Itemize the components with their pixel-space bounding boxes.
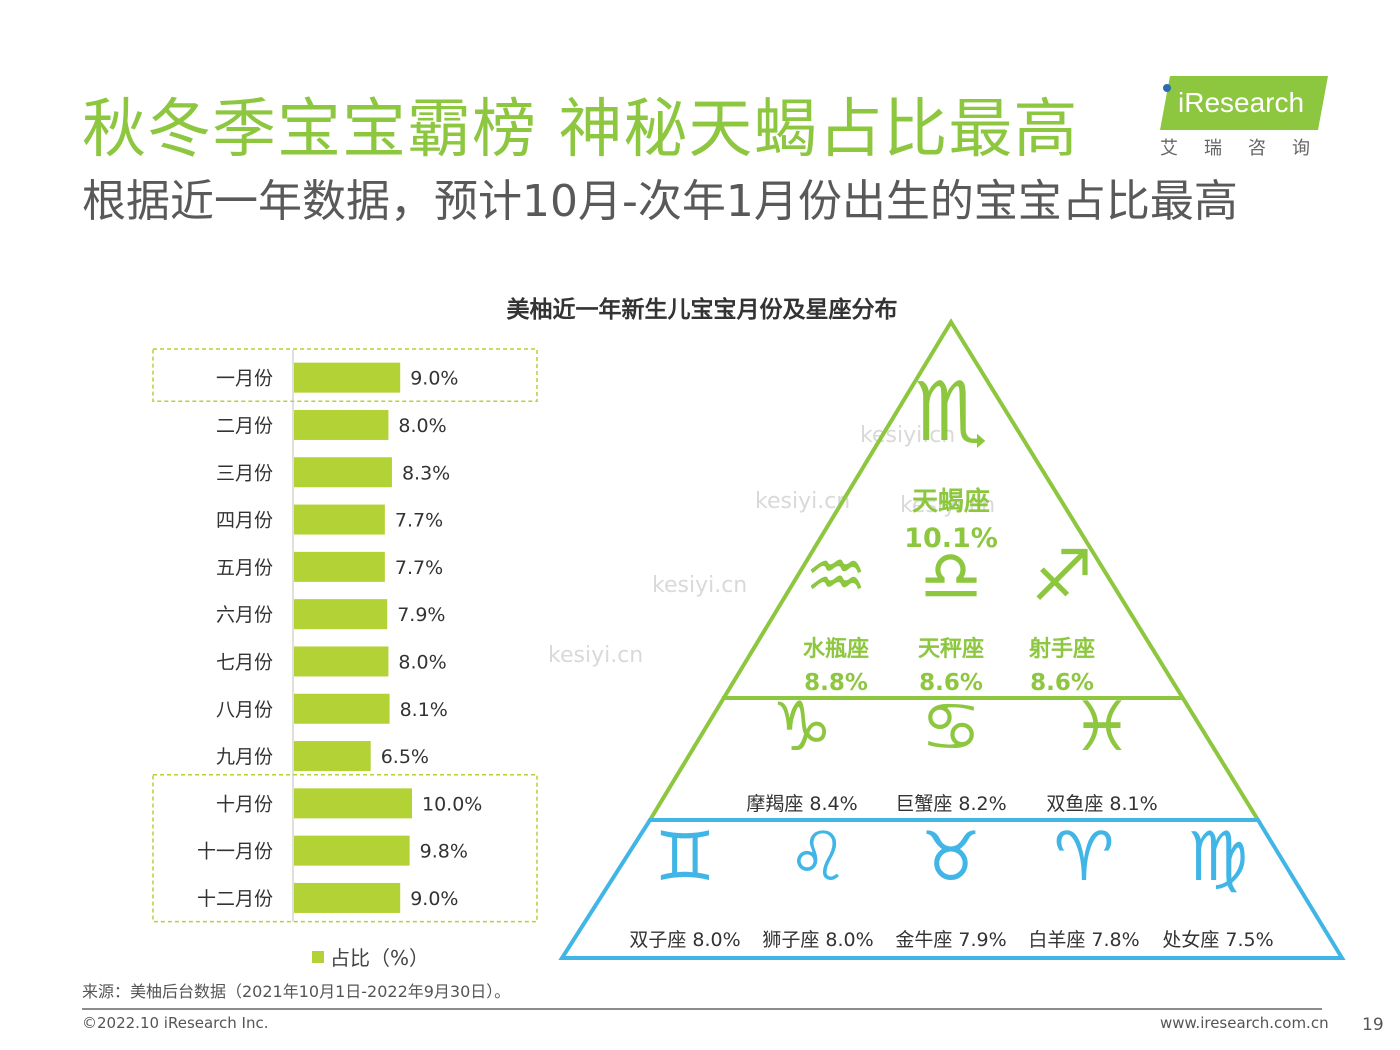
month-tick-label: 九月份 <box>216 746 273 768</box>
cancer-icon: ♋ <box>921 688 982 767</box>
zodiac-label: 双子座 8.0% <box>629 929 740 951</box>
zodiac-label: 金牛座 7.9% <box>895 929 1006 951</box>
logo-brand: iResearch <box>1178 87 1304 118</box>
zodiac-label: 巨蟹座 8.2% <box>895 793 1006 815</box>
month-value-label: 10.0% <box>422 793 482 815</box>
month-bar <box>294 551 385 582</box>
month-bar <box>294 693 390 724</box>
month-tick-label: 二月份 <box>216 415 273 437</box>
month-value-label: 8.0% <box>398 415 446 437</box>
month-tick-label: 一月份 <box>216 368 273 390</box>
month-tick-label: 六月份 <box>216 604 273 626</box>
month-bar <box>294 741 371 772</box>
month-bar <box>294 504 385 535</box>
pyramid-base-tier <box>558 818 1346 960</box>
site-url: www.iresearch.com.cn <box>1160 1014 1329 1032</box>
watermark-text: kesiyi.cn <box>900 493 995 518</box>
zodiac-label: 双鱼座 8.1% <box>1046 793 1157 815</box>
month-bar <box>294 457 392 488</box>
highlight-box <box>152 773 538 923</box>
page-subtitle: 根据近一年数据，预计10月-次年1月份出生的宝宝占比最高 <box>82 176 1238 227</box>
logo-dot-icon <box>1163 84 1171 92</box>
aquarius-icon: ♒ <box>805 535 868 617</box>
taurus-icon: ♉ <box>921 818 982 897</box>
zodiac-name: 天蝎座 <box>912 486 990 517</box>
zodiac-label: 处女座 7.5% <box>1162 929 1273 951</box>
sagittarius-icon: ♐ <box>1031 535 1094 617</box>
month-tick-label: 十月份 <box>216 793 273 815</box>
month-tick-label: 十一月份 <box>197 841 273 863</box>
month-value-label: 9.0% <box>410 888 458 910</box>
copyright: ©2022.10 iResearch Inc. <box>82 1014 269 1032</box>
month-value-label: 8.0% <box>398 651 446 673</box>
chart-legend: 占比（%） <box>312 942 429 971</box>
watermark-text: kesiyi.cn <box>755 489 850 514</box>
month-value-label: 7.7% <box>395 510 443 532</box>
month-tick-label: 五月份 <box>216 557 273 579</box>
month-value-label: 6.5% <box>381 746 429 768</box>
zodiac-name: 水瓶座 <box>803 636 869 662</box>
month-bar-chart: 一月份 9.0% 二月份 8.0% 三月份 8.3% 四月份 7.7% 五月份 7.7% 六月份 7.… <box>152 348 538 923</box>
month-value-label: 7.7% <box>395 557 443 579</box>
aries-icon: ♈ <box>1054 818 1115 897</box>
watermark-text: kesiyi.cn <box>652 573 747 598</box>
month-value-label: 9.0% <box>410 368 458 390</box>
zodiac-label: 狮子座 8.0% <box>762 929 873 951</box>
month-value-label: 8.1% <box>400 699 448 721</box>
zodiac-value: 10.1% <box>904 523 998 554</box>
footer-divider <box>82 1008 1322 1010</box>
month-bar <box>294 409 389 440</box>
month-bar <box>294 646 389 677</box>
zodiac-pyramid: kesiyi.cnkesiyi.cnkesiyi.cnkesiyi.cnkesi… <box>548 318 1346 960</box>
zodiac-value: 8.6% <box>919 670 983 696</box>
pisces-icon: ♓ <box>1072 688 1133 767</box>
zodiac-label: 摩羯座 8.4% <box>746 793 857 815</box>
watermark-text: kesiyi.cn <box>548 643 643 668</box>
iresearch-logo: iResearch <box>1160 76 1328 130</box>
month-value-label: 7.9% <box>397 604 445 626</box>
gemini-icon: ♊ <box>655 818 716 897</box>
capricorn-icon: ♑ <box>772 688 833 767</box>
chart-title: 美柚近一年新生儿宝宝月份及星座分布 <box>506 297 898 323</box>
month-tick-label: 八月份 <box>216 699 273 721</box>
source-note: 来源：美柚后台数据（2021年10月1日-2022年9月30日）。 <box>82 982 511 1001</box>
zodiac-name: 天秤座 <box>918 636 984 662</box>
scorpio-icon: ♏ <box>914 365 988 460</box>
month-bar <box>294 835 410 866</box>
legend-label: 占比（%） <box>330 946 430 970</box>
highlight-box <box>152 348 538 403</box>
month-bar <box>294 788 412 819</box>
month-tick-label: 七月份 <box>216 651 273 673</box>
leo-icon: ♌ <box>788 818 849 897</box>
month-bar <box>294 599 388 630</box>
zodiac-label: 白羊座 7.8% <box>1028 929 1139 951</box>
page-number: 19 <box>1362 1015 1384 1035</box>
logo-cn-text: 艾瑞咨询 <box>1160 138 1336 159</box>
month-tick-label: 四月份 <box>216 510 273 532</box>
libra-icon: ♎ <box>920 535 983 617</box>
virgo-icon: ♍ <box>1188 818 1249 897</box>
month-bar <box>294 362 401 393</box>
page-title: 秋冬季宝宝霸榜 神秘天蝎占比最高 <box>82 93 1079 167</box>
month-tick-label: 十二月份 <box>197 888 273 910</box>
month-value-label: 9.8% <box>420 841 468 863</box>
month-value-label: 8.3% <box>402 462 450 484</box>
zodiac-name: 射手座 <box>1028 636 1095 662</box>
month-tick-label: 三月份 <box>216 462 273 484</box>
legend-swatch <box>312 951 324 963</box>
zodiac-value: 8.6% <box>1030 670 1094 696</box>
zodiac-value: 8.8% <box>804 670 868 696</box>
month-bar <box>294 882 401 913</box>
